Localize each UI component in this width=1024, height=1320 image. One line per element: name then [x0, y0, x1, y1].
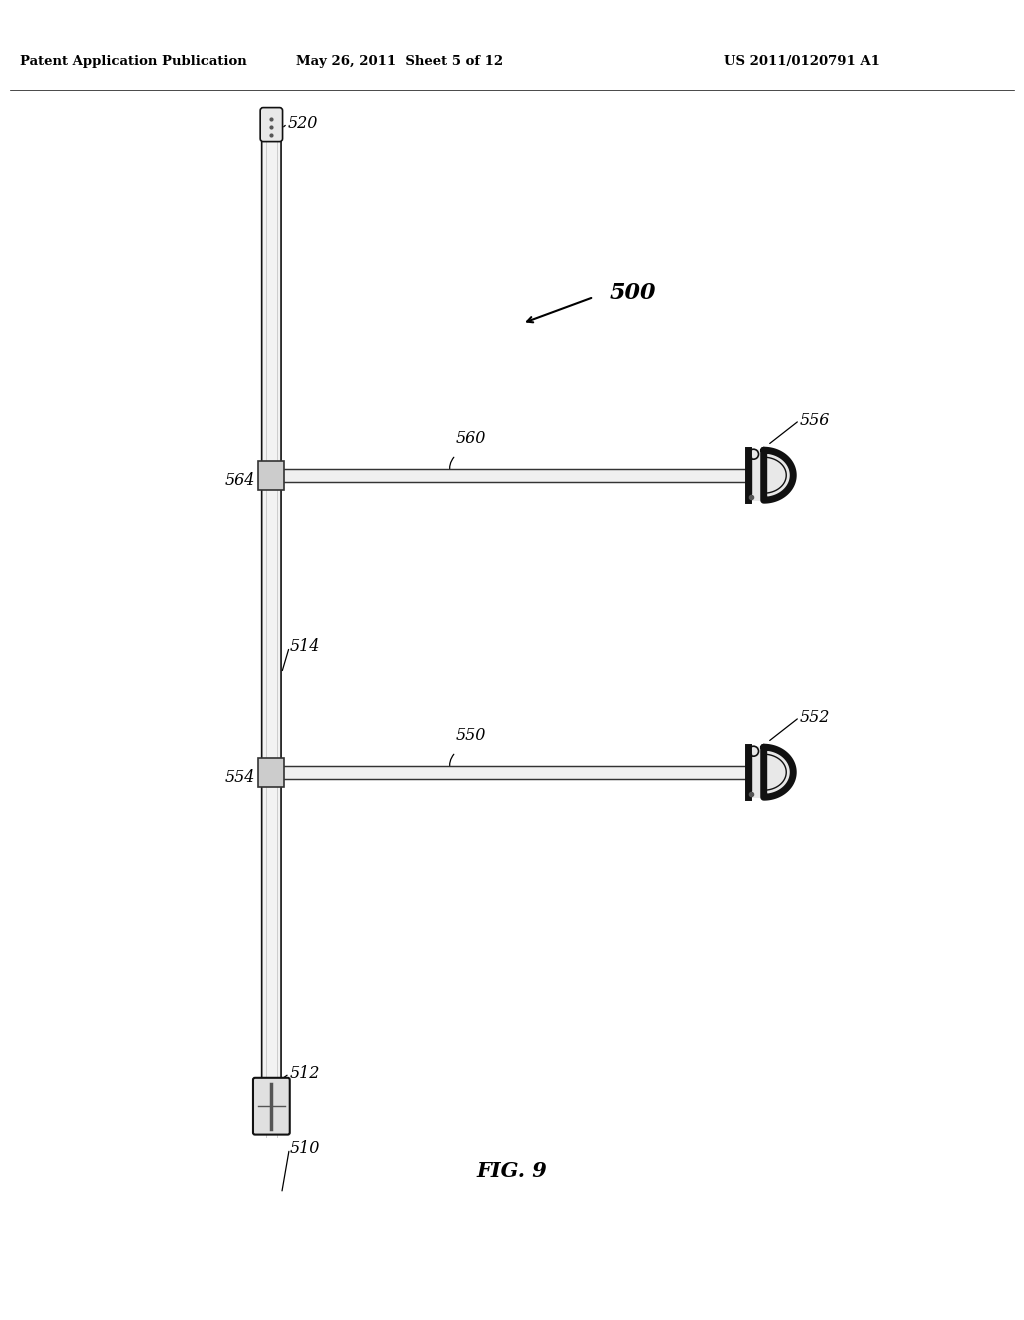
Text: 564: 564 — [225, 471, 255, 488]
Text: 512: 512 — [290, 1065, 319, 1082]
Bar — [258, 461, 285, 490]
Bar — [258, 758, 285, 787]
FancyBboxPatch shape — [262, 139, 281, 1129]
Text: 556: 556 — [800, 412, 829, 429]
Text: 560: 560 — [456, 430, 486, 447]
Text: US 2011/0120791 A1: US 2011/0120791 A1 — [724, 55, 880, 69]
FancyBboxPatch shape — [266, 469, 748, 482]
Text: 520: 520 — [288, 115, 317, 132]
Text: 500: 500 — [609, 282, 655, 304]
Text: 514: 514 — [290, 639, 319, 655]
FancyBboxPatch shape — [253, 1078, 290, 1135]
Text: May 26, 2011  Sheet 5 of 12: May 26, 2011 Sheet 5 of 12 — [296, 55, 504, 69]
Text: Patent Application Publication: Patent Application Publication — [20, 55, 247, 69]
Text: 550: 550 — [456, 727, 486, 744]
Text: 554: 554 — [225, 768, 255, 785]
Text: 552: 552 — [800, 709, 829, 726]
Text: 510: 510 — [290, 1140, 319, 1158]
Polygon shape — [748, 747, 794, 797]
Polygon shape — [748, 450, 794, 500]
Text: FIG. 9: FIG. 9 — [476, 1160, 548, 1181]
FancyBboxPatch shape — [260, 108, 283, 141]
FancyBboxPatch shape — [266, 766, 748, 779]
